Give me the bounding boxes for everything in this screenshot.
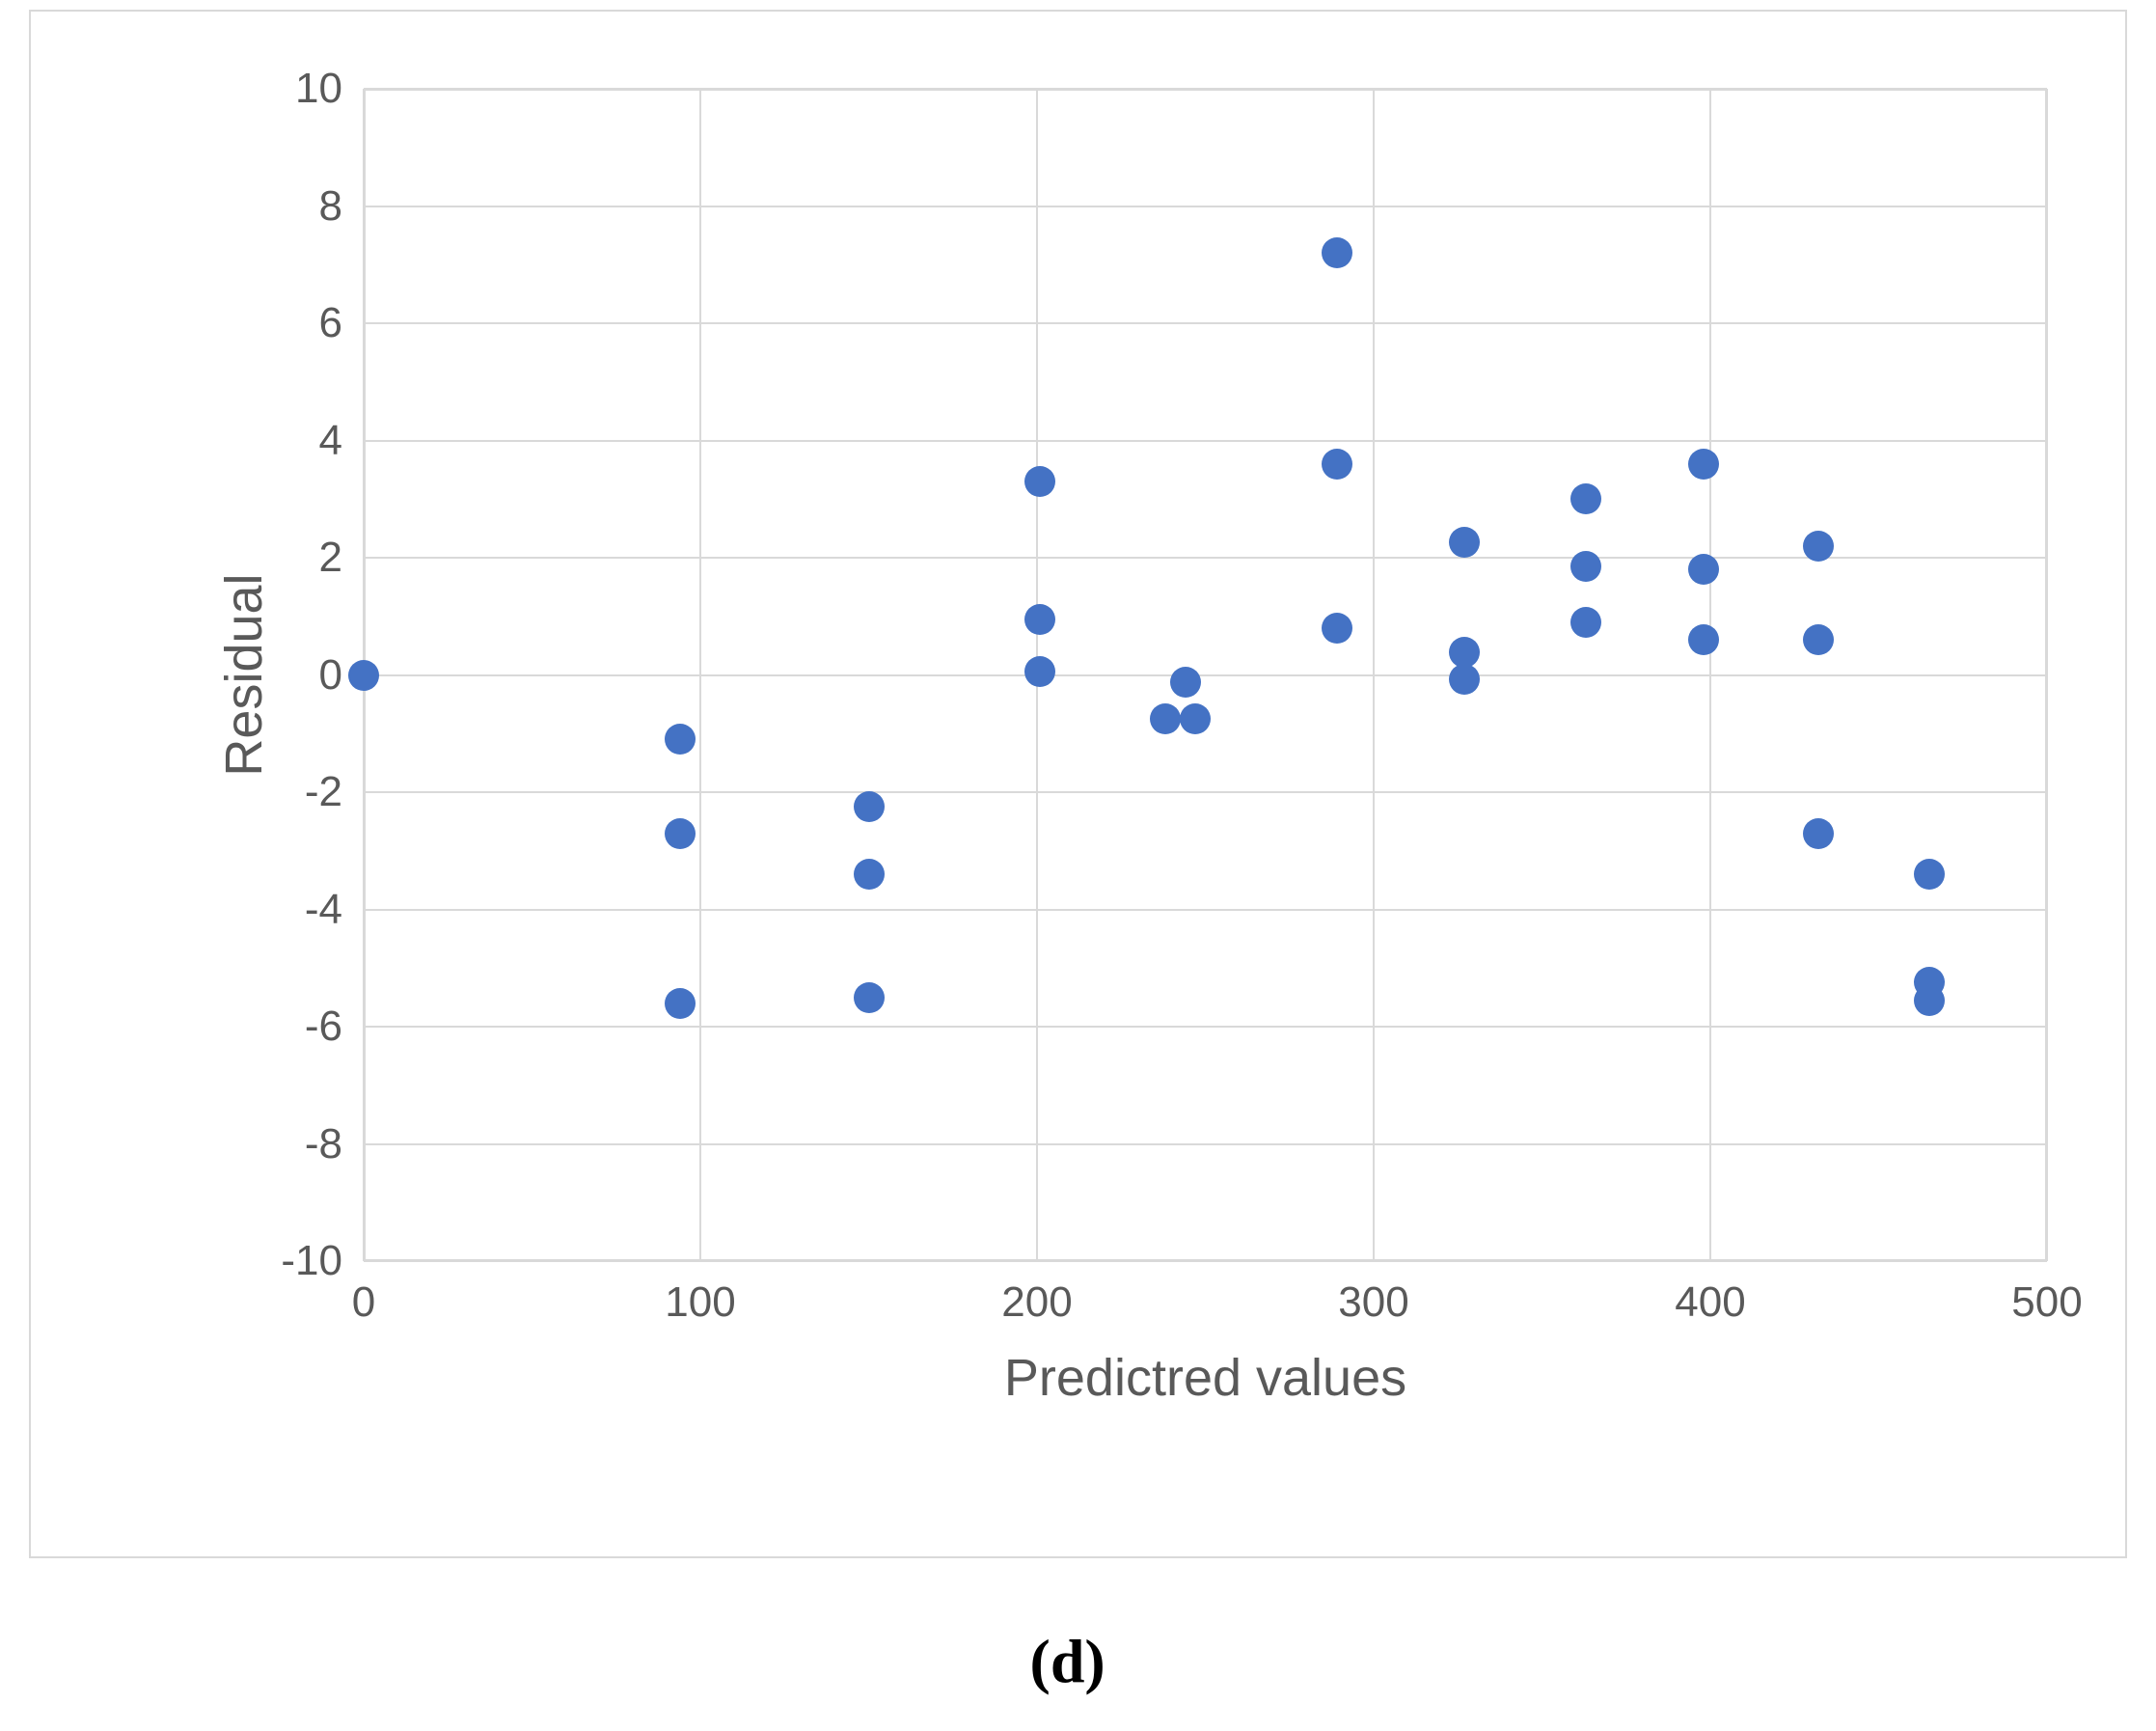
x-tick-label: 500 [2011, 1278, 2082, 1327]
y-tick-label: 2 [319, 534, 342, 582]
gridline-vertical [2046, 89, 2048, 1261]
y-axis-title: Residual [214, 89, 274, 1261]
data-point [1322, 613, 1352, 644]
data-point [1803, 531, 1834, 562]
data-point [1449, 527, 1480, 558]
data-point [1803, 624, 1834, 655]
gridline-horizontal [364, 1143, 2047, 1145]
gridline-horizontal [364, 557, 2047, 559]
x-tick-label: 0 [352, 1278, 375, 1327]
data-point [854, 791, 885, 822]
gridline-horizontal [364, 791, 2047, 793]
data-point [1914, 985, 1945, 1016]
data-point [1688, 554, 1719, 585]
subfigure-caption: (d) [1030, 1626, 1105, 1697]
x-tick-label: 300 [1338, 1278, 1408, 1327]
y-tick-label: 10 [295, 65, 342, 113]
data-point [1322, 449, 1352, 480]
data-point [1024, 656, 1055, 687]
gridline-vertical [1709, 89, 1711, 1261]
gridline-horizontal [364, 1026, 2047, 1028]
gridline-horizontal [364, 88, 2047, 90]
data-point [1570, 607, 1601, 638]
chart-container: Residual Predictred values -10 -8 -6 -4 -2 0 2… [0, 0, 2156, 1731]
y-tick-label: -6 [305, 1003, 342, 1051]
gridline-horizontal [364, 674, 2047, 676]
plot-area [364, 89, 2047, 1261]
gridline-horizontal [364, 1260, 2047, 1262]
data-point [854, 982, 885, 1013]
gridline-horizontal [364, 440, 2047, 442]
data-point [1322, 237, 1352, 268]
y-tick-label: -10 [281, 1237, 342, 1285]
gridline-vertical [1373, 89, 1375, 1261]
data-point [348, 660, 379, 691]
data-point [1803, 818, 1834, 849]
data-point [1570, 483, 1601, 514]
data-point [665, 988, 696, 1019]
data-point [1914, 859, 1945, 890]
y-tick-label: -4 [305, 886, 342, 934]
chart-frame: Residual Predictred values -10 -8 -6 -4 -2 0 2… [29, 10, 2127, 1558]
data-point [665, 724, 696, 755]
data-point [1688, 449, 1719, 480]
gridline-horizontal [364, 322, 2047, 324]
data-point [1150, 703, 1181, 734]
data-point [665, 818, 696, 849]
x-tick-label: 400 [1675, 1278, 1745, 1327]
gridline-horizontal [364, 206, 2047, 207]
data-point [1449, 664, 1480, 695]
data-point [854, 859, 885, 890]
x-tick-label: 100 [665, 1278, 735, 1327]
data-point [1570, 551, 1601, 582]
y-tick-label: 0 [319, 651, 342, 700]
x-tick-label: 200 [1001, 1278, 1072, 1327]
y-tick-label: -2 [305, 768, 342, 816]
gridline-horizontal [364, 909, 2047, 911]
x-axis-title: Predictred values [364, 1348, 2047, 1408]
y-tick-label: 6 [319, 299, 342, 347]
y-tick-label: -8 [305, 1120, 342, 1168]
gridline-vertical [699, 89, 701, 1261]
data-point [1180, 703, 1211, 734]
y-tick-label: 8 [319, 182, 342, 231]
data-point [1024, 466, 1055, 497]
data-point [1688, 624, 1719, 655]
y-tick-label: 4 [319, 417, 342, 465]
data-point [1170, 667, 1201, 698]
data-point [1024, 604, 1055, 635]
